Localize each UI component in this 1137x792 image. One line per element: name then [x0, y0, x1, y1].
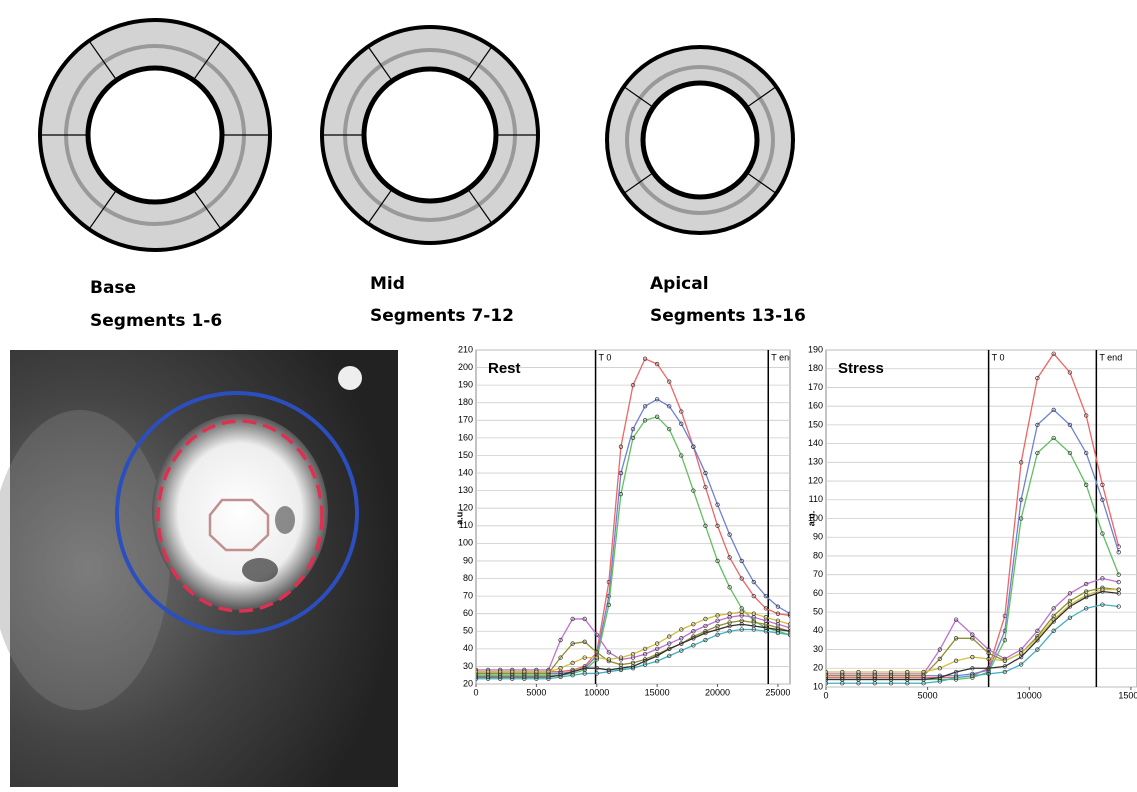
y-tick-label: 60 — [463, 608, 473, 618]
y-tick-label: 190 — [458, 380, 473, 390]
y-tick-label: 20 — [813, 663, 823, 673]
y-tick-label: 80 — [813, 550, 823, 560]
x-tick-label: 10000 — [1017, 690, 1042, 700]
y-tick-label: 210 — [458, 344, 473, 354]
y-tick-label: 30 — [813, 644, 823, 654]
y-tick-label: 10 — [813, 681, 823, 691]
y-tick-label: 200 — [458, 362, 473, 372]
y-tick-label: 150 — [458, 450, 473, 460]
y-tick-label: 100 — [458, 538, 473, 548]
plot-area — [476, 350, 790, 684]
y-tick-label: 170 — [808, 382, 823, 392]
ring-segments: Segments 7-12 — [370, 306, 514, 326]
x-tick-label: 5000 — [526, 687, 546, 697]
y-tick-label: 130 — [458, 485, 473, 495]
y-tick-label: 60 — [813, 588, 823, 598]
y-axis-label: a.u. — [454, 509, 464, 525]
x-tick-label: 15000 — [645, 687, 670, 697]
x-tick-label: 15000 — [1118, 690, 1137, 700]
y-tick-label: 50 — [463, 626, 473, 636]
page: Base Segments 1-6 Mid Segments 7-12 Apic… — [0, 0, 1137, 787]
marker-label: T 0 — [599, 352, 612, 362]
y-tick-label: 90 — [463, 555, 473, 565]
ring-inner — [643, 83, 757, 197]
ring-name: Base — [90, 278, 136, 298]
y-tick-label: 20 — [463, 678, 473, 688]
ring-segments: Segments 13-16 — [650, 306, 806, 326]
y-axis-label: a.u. — [806, 511, 816, 527]
y-tick-label: 30 — [463, 661, 473, 671]
y-tick-label: 140 — [808, 438, 823, 448]
y-tick-label: 180 — [808, 363, 823, 373]
y-tick-label: 190 — [808, 344, 823, 354]
y-tick-label: 120 — [808, 475, 823, 485]
y-tick-label: 160 — [458, 432, 473, 442]
y-tick-label: 40 — [463, 643, 473, 653]
y-tick-label: 160 — [808, 401, 823, 411]
y-tick-label: 40 — [813, 625, 823, 635]
y-tick-label: 110 — [809, 494, 823, 504]
y-tick-label: 170 — [458, 415, 473, 425]
chart-title: Stress — [838, 360, 884, 377]
figure: Base Segments 1-6 Mid Segments 7-12 Apic… — [0, 0, 1137, 787]
mri-image — [0, 350, 398, 787]
marker-label: T end — [1099, 352, 1122, 362]
y-tick-label: 140 — [458, 467, 473, 477]
x-tick-label: 20000 — [705, 687, 730, 697]
y-tick-label: 80 — [463, 573, 473, 583]
charts: 2030405060708090100110120130140150160170… — [454, 344, 1137, 700]
y-tick-label: 130 — [808, 457, 823, 467]
y-tick-label: 50 — [813, 606, 823, 616]
y-tick-label: 180 — [458, 397, 473, 407]
marker-label: T 0 — [992, 352, 1005, 362]
marker-label: T end — [771, 352, 794, 362]
ring-name: Apical — [650, 274, 709, 294]
chart-title: Rest — [488, 360, 521, 377]
ring-segments: Segments 1-6 — [90, 311, 222, 331]
y-tick-label: 90 — [813, 532, 823, 542]
x-tick-label: 0 — [473, 687, 478, 697]
x-tick-label: 10000 — [584, 687, 609, 697]
x-tick-label: 0 — [823, 690, 828, 700]
y-tick-label: 70 — [463, 590, 473, 600]
rings — [40, 20, 793, 250]
y-tick-label: 70 — [813, 569, 823, 579]
ring-inner — [364, 69, 496, 201]
chart: 2030405060708090100110120130140150160170… — [454, 344, 794, 697]
ring-inner — [88, 68, 222, 202]
x-tick-label: 25000 — [765, 687, 790, 697]
x-tick-label: 5000 — [918, 690, 938, 700]
chart: 1020304050607080901001101201301401501601… — [806, 344, 1137, 700]
y-tick-label: 150 — [808, 419, 823, 429]
ring-name: Mid — [370, 274, 405, 294]
